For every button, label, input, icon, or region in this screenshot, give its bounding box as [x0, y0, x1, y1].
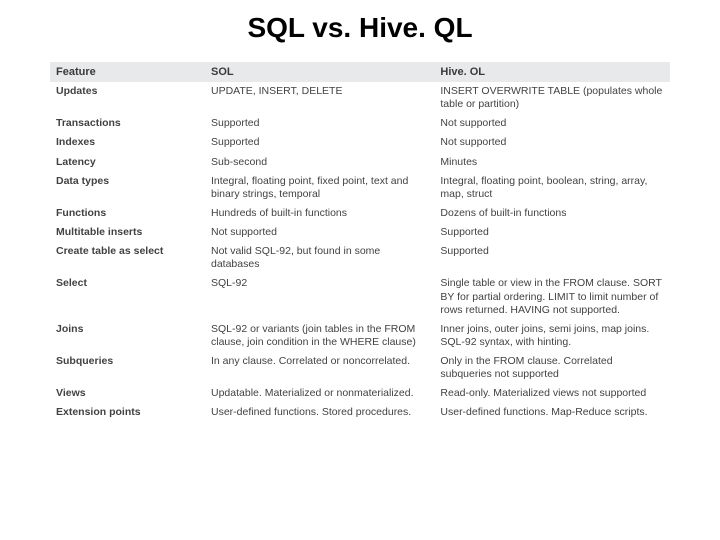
table-row: JoinsSQL-92 or variants (join tables in …	[50, 320, 670, 352]
hiveql-cell: Single table or view in the FROM clause.…	[434, 274, 670, 319]
column-header-2: Hive. OL	[434, 62, 670, 82]
sql-cell: In any clause. Correlated or noncorrelat…	[205, 352, 434, 384]
table-row: Multitable insertsNot supportedSupported	[50, 223, 670, 242]
table-row: Data typesIntegral, floating point, fixe…	[50, 172, 670, 204]
feature-cell: Subqueries	[50, 352, 205, 384]
hiveql-cell: Read-only. Materialized views not suppor…	[434, 384, 670, 403]
feature-cell: Create table as select	[50, 242, 205, 274]
sql-cell: Integral, floating point, fixed point, t…	[205, 172, 434, 204]
table-body: UpdatesUPDATE, INSERT, DELETEINSERT OVER…	[50, 82, 670, 423]
sql-cell: Supported	[205, 133, 434, 152]
table-row: FunctionsHundreds of built-in functionsD…	[50, 204, 670, 223]
sql-cell: Supported	[205, 114, 434, 133]
column-header-0: Feature	[50, 62, 205, 82]
sql-cell: Hundreds of built-in functions	[205, 204, 434, 223]
hiveql-cell: Dozens of built-in functions	[434, 204, 670, 223]
feature-cell: Data types	[50, 172, 205, 204]
feature-cell: Extension points	[50, 403, 205, 422]
table-row: LatencySub-secondMinutes	[50, 153, 670, 172]
sql-cell: Updatable. Materialized or nonmaterializ…	[205, 384, 434, 403]
hiveql-cell: Integral, floating point, boolean, strin…	[434, 172, 670, 204]
table-row: Create table as selectNot valid SQL-92, …	[50, 242, 670, 274]
sql-cell: Not supported	[205, 223, 434, 242]
sql-cell: UPDATE, INSERT, DELETE	[205, 82, 434, 114]
feature-cell: Views	[50, 384, 205, 403]
comparison-table: FeatureSOLHive. OL UpdatesUPDATE, INSERT…	[50, 62, 670, 423]
feature-cell: Latency	[50, 153, 205, 172]
table-row: Extension pointsUser-defined functions. …	[50, 403, 670, 422]
feature-cell: Select	[50, 274, 205, 319]
table-row: UpdatesUPDATE, INSERT, DELETEINSERT OVER…	[50, 82, 670, 114]
hiveql-cell: Not supported	[434, 114, 670, 133]
feature-cell: Multitable inserts	[50, 223, 205, 242]
feature-cell: Transactions	[50, 114, 205, 133]
sql-cell: SQL-92	[205, 274, 434, 319]
feature-cell: Joins	[50, 320, 205, 352]
sql-cell: Not valid SQL-92, but found in some data…	[205, 242, 434, 274]
hiveql-cell: Supported	[434, 223, 670, 242]
feature-cell: Updates	[50, 82, 205, 114]
table-row: TransactionsSupportedNot supported	[50, 114, 670, 133]
table-row: SelectSQL-92Single table or view in the …	[50, 274, 670, 319]
table-row: SubqueriesIn any clause. Correlated or n…	[50, 352, 670, 384]
hiveql-cell: Inner joins, outer joins, semi joins, ma…	[434, 320, 670, 352]
sql-cell: Sub-second	[205, 153, 434, 172]
table-row: ViewsUpdatable. Materialized or nonmater…	[50, 384, 670, 403]
hiveql-cell: INSERT OVERWRITE TABLE (populates whole …	[434, 82, 670, 114]
sql-cell: User-defined functions. Stored procedure…	[205, 403, 434, 422]
column-header-1: SOL	[205, 62, 434, 82]
table-row: IndexesSupportedNot supported	[50, 133, 670, 152]
page-title: SQL vs. Hive. QL	[50, 12, 670, 44]
hiveql-cell: Not supported	[434, 133, 670, 152]
hiveql-cell: Minutes	[434, 153, 670, 172]
hiveql-cell: User-defined functions. Map-Reduce scrip…	[434, 403, 670, 422]
hiveql-cell: Supported	[434, 242, 670, 274]
sql-cell: SQL-92 or variants (join tables in the F…	[205, 320, 434, 352]
feature-cell: Functions	[50, 204, 205, 223]
slide: SQL vs. Hive. QL FeatureSOLHive. OL Upda…	[0, 0, 720, 540]
hiveql-cell: Only in the FROM clause. Correlated subq…	[434, 352, 670, 384]
comparison-table-wrap: FeatureSOLHive. OL UpdatesUPDATE, INSERT…	[50, 62, 670, 423]
feature-cell: Indexes	[50, 133, 205, 152]
table-header: FeatureSOLHive. OL	[50, 62, 670, 82]
